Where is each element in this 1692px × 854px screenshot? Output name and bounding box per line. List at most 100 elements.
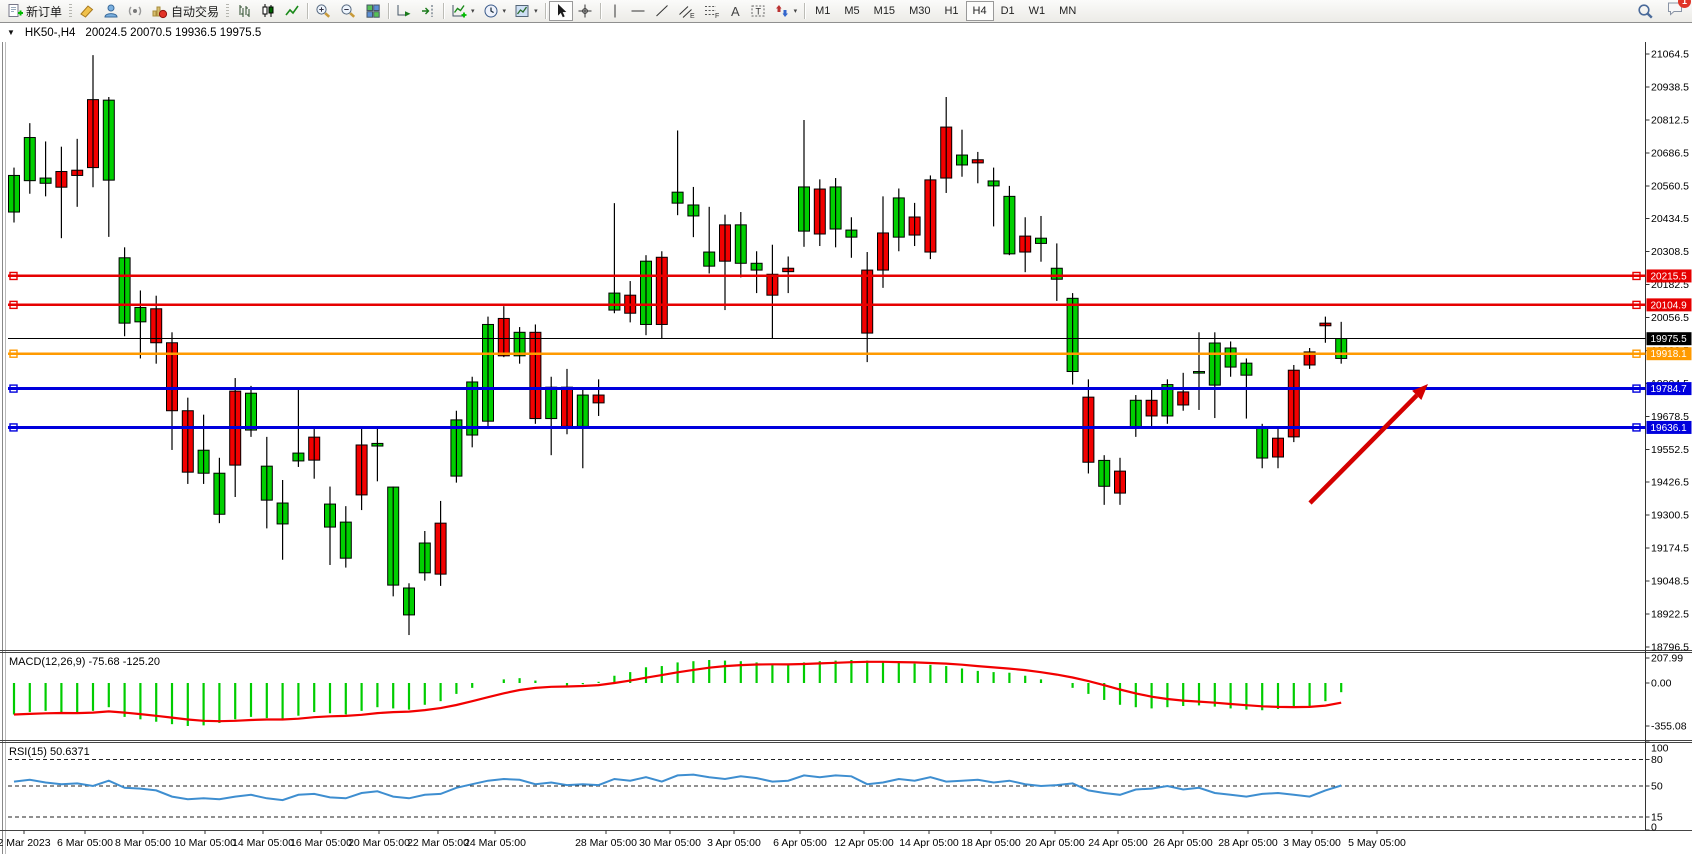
new-order-label: 新订单 [26, 4, 63, 19]
svg-text:21064.5: 21064.5 [1651, 49, 1689, 61]
svg-text:A: A [731, 4, 740, 19]
bar-chart-button[interactable] [232, 1, 256, 21]
svg-text:T: T [755, 7, 761, 17]
svg-text:14 Mar 05:00: 14 Mar 05:00 [232, 837, 294, 849]
zoom-in-icon [316, 4, 331, 18]
indicators-button[interactable]: ▾ [447, 1, 479, 21]
svg-text:3 Apr 05:00: 3 Apr 05:00 [707, 837, 761, 849]
vertical-line-tool-button[interactable] [604, 1, 626, 21]
profile-button[interactable] [75, 1, 99, 21]
arrows-tool-button[interactable]: ▾ [770, 1, 802, 21]
svg-text:19975.5: 19975.5 [1651, 334, 1688, 345]
toolbar-grip [226, 3, 230, 19]
community-icon [104, 4, 118, 18]
svg-text:0.00: 0.00 [1651, 678, 1672, 690]
line-chart-icon [285, 5, 299, 16]
macd-scale: 207.99 0.00 -355.08 [1651, 653, 1687, 733]
fibonacci-icon: F [704, 6, 719, 19]
candlestick-chart-icon [262, 4, 274, 17]
price-lines[interactable]: 20215.5 20104.9 19975.5 19918.1 19784.7 19636… [9, 269, 1692, 434]
svg-text:20308.5: 20308.5 [1651, 246, 1689, 258]
svg-text:18 Apr 05:00: 18 Apr 05:00 [961, 837, 1021, 849]
dropdown-caret-icon: ▾ [534, 8, 538, 15]
timeframe-button-H1[interactable]: H1 [944, 5, 959, 17]
autotrade-label: 自动交易 [171, 4, 220, 19]
channel-tool-button[interactable]: E [674, 1, 699, 21]
arrow-annotation[interactable] [1412, 384, 1428, 400]
svg-text:20560.5: 20560.5 [1651, 180, 1689, 192]
tile-windows-icon [366, 4, 380, 18]
crosshair-icon [578, 4, 592, 18]
svg-text:F: F [715, 13, 719, 19]
chart-symbol-dropdown-icon[interactable]: ▼ [7, 28, 15, 37]
svg-text:16 Mar 05:00: 16 Mar 05:00 [290, 837, 352, 849]
rsi-indicator-label: RSI(15) 50.6371 [9, 746, 90, 758]
svg-text:-355.08: -355.08 [1651, 720, 1687, 732]
timeframe-button-D1[interactable]: D1 [1000, 5, 1015, 17]
search-button[interactable] [1633, 1, 1658, 21]
svg-text:20104.9: 20104.9 [1651, 300, 1688, 311]
horizontal-line-icon [631, 10, 645, 12]
crosshair-tool-button[interactable] [573, 1, 597, 21]
timeframe-button-W1[interactable]: W1 [1028, 5, 1046, 17]
svg-text:3 May 05:00: 3 May 05:00 [1283, 837, 1341, 849]
templates-button[interactable]: ▾ [510, 1, 542, 21]
svg-text:10 Mar 05:00: 10 Mar 05:00 [174, 837, 236, 849]
autotrade-button[interactable]: 自动交易 [147, 1, 223, 21]
toolbar-grip [69, 3, 73, 19]
horizontal-line-tool-button[interactable] [626, 1, 650, 21]
line-chart-button[interactable] [280, 1, 304, 21]
trendline-tool-button[interactable] [650, 1, 674, 21]
text-tool-button[interactable]: A [724, 1, 746, 21]
arrow-head [1412, 384, 1428, 400]
chart-shift-button[interactable] [416, 1, 440, 21]
zoom-out-button[interactable] [336, 1, 361, 21]
macd-indicator-label: MACD(12,26,9) -75.68 -125.20 [9, 656, 161, 668]
tile-windows-button[interactable] [361, 1, 385, 21]
svg-text:19678.5: 19678.5 [1651, 411, 1689, 423]
svg-text:19552.5: 19552.5 [1651, 444, 1689, 456]
svg-text:20686.5: 20686.5 [1651, 147, 1689, 159]
bar-chart-icon [239, 5, 250, 17]
svg-text:5 May 05:00: 5 May 05:00 [1348, 837, 1406, 849]
new-order-button[interactable]: A 新订单 [3, 1, 66, 21]
chart-header: ▼ HK50-,H4 20024.5 20070.5 19936.5 19975… [0, 23, 1692, 42]
timeframe-button-MN[interactable]: MN [1059, 5, 1077, 17]
svg-text:20 Mar 05:00: 20 Mar 05:00 [348, 837, 410, 849]
search-icon [1638, 3, 1653, 18]
timeframe-button-M30[interactable]: M30 [909, 5, 931, 17]
svg-text:28 Mar 05:00: 28 Mar 05:00 [575, 837, 637, 849]
text-label-icon: T [751, 5, 765, 17]
svg-text:E: E [690, 13, 695, 19]
timeframe-button-M5[interactable]: M5 [844, 5, 860, 17]
auto-scroll-icon [397, 5, 411, 17]
candlestick-chart-button[interactable] [256, 1, 280, 21]
svg-text:207.99: 207.99 [1651, 653, 1683, 665]
signal-button[interactable] [123, 1, 147, 21]
svg-text:14 Apr 05:00: 14 Apr 05:00 [899, 837, 959, 849]
signal-icon [128, 6, 142, 16]
timeframe-button-H4[interactable]: H4 [965, 1, 994, 21]
notifications-button[interactable]: 1 [1666, 0, 1691, 22]
community-button[interactable] [99, 1, 123, 21]
svg-text:19918.1: 19918.1 [1651, 349, 1688, 360]
template-icon [515, 5, 529, 17]
svg-text:6 Apr 05:00: 6 Apr 05:00 [773, 837, 827, 849]
toolbar-separator [443, 3, 445, 19]
svg-text:15: 15 [1651, 811, 1663, 823]
toolbar-separator [388, 3, 390, 19]
auto-scroll-button[interactable] [392, 1, 416, 21]
text-label-tool-button[interactable]: T [746, 1, 770, 21]
timeframe-button-M15[interactable]: M15 [873, 5, 896, 17]
svg-text:19048.5: 19048.5 [1651, 576, 1689, 588]
fibonacci-tool-button[interactable]: F [699, 1, 724, 21]
periods-button[interactable]: ▾ [479, 1, 511, 21]
toolbar-separator [804, 3, 806, 19]
cursor-tool-button[interactable] [548, 1, 573, 21]
svg-text:18922.5: 18922.5 [1651, 609, 1689, 621]
timeframe-button-M1[interactable]: M1 [815, 5, 831, 17]
zoom-in-button[interactable] [311, 1, 336, 21]
profile-icon [80, 5, 94, 18]
